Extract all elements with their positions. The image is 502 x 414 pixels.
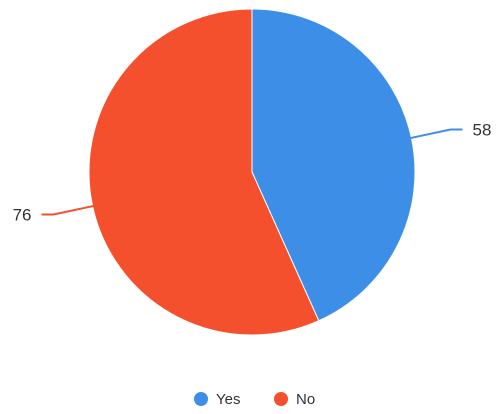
pie-slices xyxy=(88,8,416,336)
legend-label-no: No xyxy=(296,391,315,408)
legend-label-yes: Yes xyxy=(216,391,240,408)
data-labels: 58 76 xyxy=(13,120,492,224)
data-label-yes: 58 xyxy=(473,120,492,139)
data-label-no: 76 xyxy=(13,206,32,225)
legend: Yes No xyxy=(194,391,315,408)
legend-marker-yes xyxy=(194,392,208,406)
leader-line-yes xyxy=(410,128,463,140)
leader-line-no xyxy=(41,204,94,216)
legend-item-no[interactable]: No xyxy=(274,391,315,408)
leader-lines xyxy=(41,128,463,216)
legend-item-yes[interactable]: Yes xyxy=(194,391,240,408)
legend-marker-no xyxy=(274,392,288,406)
